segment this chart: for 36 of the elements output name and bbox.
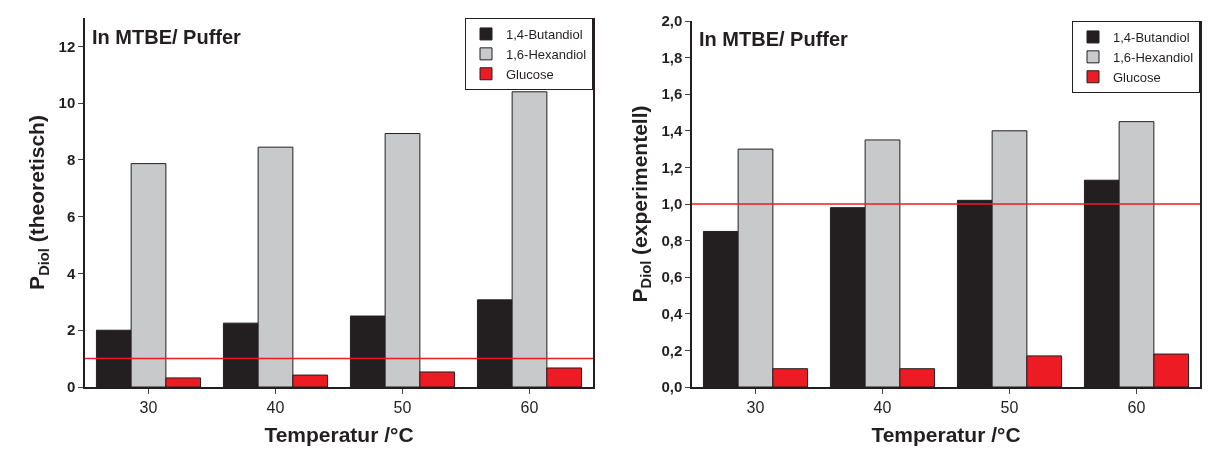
y-tick-label: 12 <box>58 37 76 55</box>
x-axis-title: Temperatur /°C <box>264 422 414 446</box>
x-tick-label: 60 <box>520 398 539 416</box>
legend-label: 1,6-Hexandiol <box>1113 49 1194 65</box>
x-tick-label: 60 <box>1127 398 1146 416</box>
legend-label: Glucose <box>1113 69 1161 85</box>
x-tick-label: 40 <box>266 398 285 416</box>
y-tick-label: 0 <box>66 378 76 396</box>
y-tick-label: 0,0 <box>661 378 683 396</box>
y-tick-label: 1,2 <box>661 158 683 176</box>
y-tick-label: 2 <box>66 321 76 339</box>
x-axis-title: Temperatur /°C <box>871 422 1021 446</box>
y-tick-label: 0,4 <box>661 305 683 323</box>
y-tick-label: 0,6 <box>661 268 683 286</box>
chart-title: In MTBE/ Puffer <box>92 26 242 48</box>
y-tick-label: 1,0 <box>661 195 683 213</box>
y-tick-label: 1,8 <box>661 48 683 66</box>
x-tick-label: 50 <box>393 398 412 416</box>
y-tick-label: 2,0 <box>661 12 683 30</box>
x-tick-label: 40 <box>873 398 892 416</box>
chart-title: In MTBE/ Puffer <box>699 28 849 50</box>
y-tick-label: 1,4 <box>661 122 683 140</box>
y-tick-label: 0,2 <box>661 341 683 359</box>
y-tick-label: 0,8 <box>661 231 683 249</box>
x-tick-label: 30 <box>746 398 765 416</box>
y-tick-label: 4 <box>66 264 76 282</box>
y-tick-label: 6 <box>66 207 76 225</box>
y-tick-label: 10 <box>58 94 76 112</box>
x-tick-label: 50 <box>1000 398 1019 416</box>
legend-label: Glucose <box>506 66 554 82</box>
legend-label: 1,4-Butandiol <box>506 27 583 43</box>
y-tick-label: 1,6 <box>661 85 683 103</box>
legend-label: 1,4-Butandiol <box>1113 30 1190 46</box>
legend-label: 1,6-Hexandiol <box>506 46 587 62</box>
y-tick-label: 8 <box>66 151 76 169</box>
x-tick-label: 30 <box>139 398 158 416</box>
